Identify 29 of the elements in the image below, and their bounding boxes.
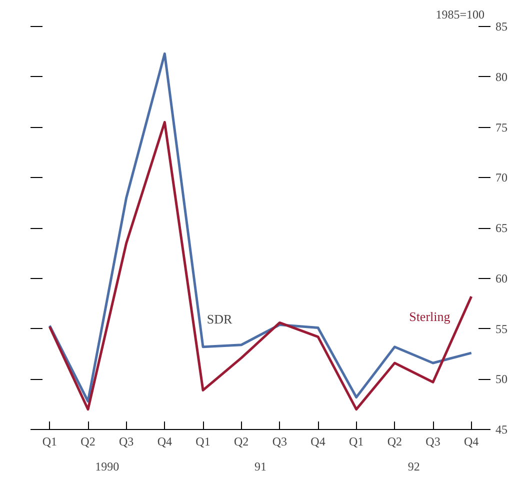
text: 91 (254, 460, 266, 474)
y-tick-label: 50 (496, 372, 508, 386)
text: 1985=100 (436, 8, 485, 22)
y-tick-label: 55 (496, 322, 508, 336)
x-tick-label: Q3 (119, 434, 134, 448)
line-series (48, 52, 473, 403)
x-tick-label: Q3 (426, 434, 440, 448)
series-label: Sterling (409, 309, 451, 324)
y-tick-label: 75 (496, 120, 508, 134)
line-series (48, 120, 473, 411)
text: 92 (408, 460, 420, 474)
y-tick-label: 85 (496, 20, 508, 34)
x-tick-label: Q1 (349, 434, 364, 448)
y-tick-label: 65 (496, 221, 508, 235)
series-label: SDR (206, 312, 232, 327)
x-tick-label: Q1 (42, 434, 58, 448)
x-tick-label: Q2 (234, 434, 249, 448)
x-tick-label: Q4 (464, 434, 479, 448)
y-tick-label: 60 (496, 271, 508, 286)
x-tick-label: Q3 (272, 434, 288, 448)
x-tick-label: Q2 (80, 434, 96, 448)
x-tick-label: Q1 (196, 434, 210, 448)
x-tick-label: Q2 (387, 434, 402, 448)
y-tick-label: 70 (496, 170, 508, 185)
y-tick-label: 45 (496, 422, 508, 436)
text: 1990 (95, 460, 120, 474)
y-tick-label: 80 (496, 70, 508, 84)
x-tick-label: Q4 (310, 434, 326, 448)
x-tick-label: Q4 (157, 434, 172, 448)
